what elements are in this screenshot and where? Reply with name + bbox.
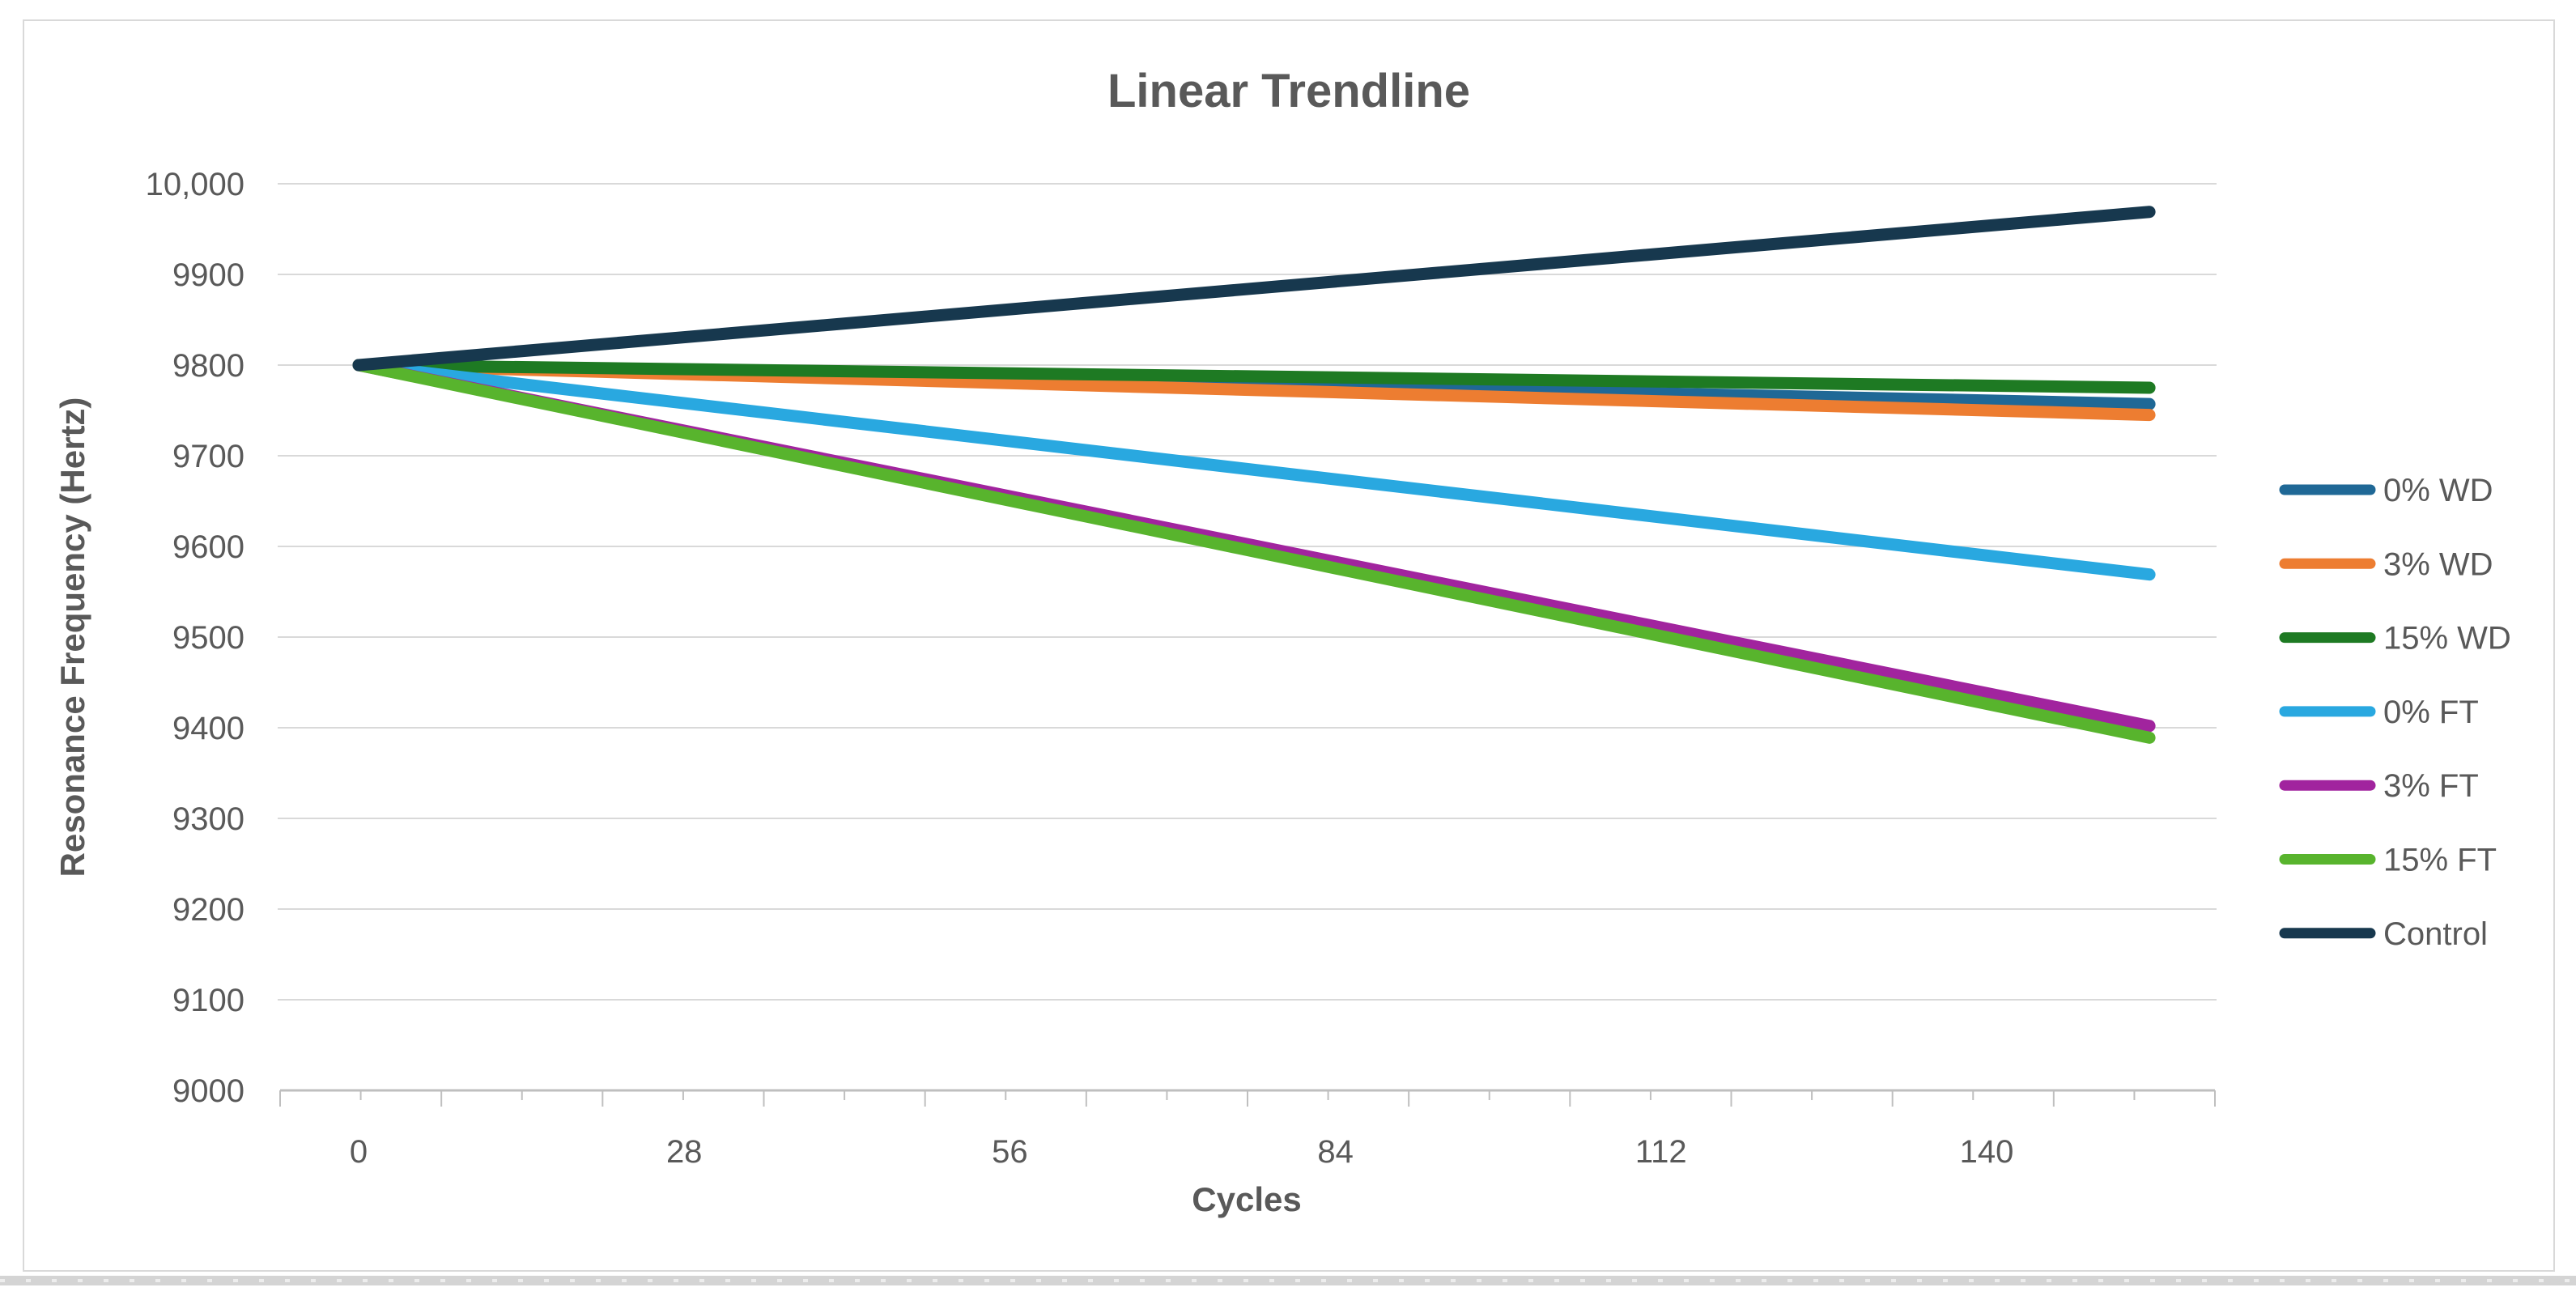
y-tick-label-9000: 9000 — [172, 1073, 244, 1109]
y-tick-label-9300: 9300 — [172, 801, 244, 837]
legend-label-3pct-ft: 3% FT — [2383, 768, 2479, 804]
series-line-0pct-ft — [352, 359, 2156, 581]
legend-item-3pct-ft: 3% FT — [2279, 768, 2479, 804]
series-line-control — [352, 206, 2156, 372]
bottom-edge-band-rect — [0, 1276, 2576, 1285]
chart-title: Linear Trendline — [1107, 65, 1470, 117]
legend-label-15pct-wd: 15% WD — [2383, 621, 2511, 656]
y-tick-label-10000: 10,000 — [146, 167, 244, 202]
legend-label-3pct-wd: 3% WD — [2383, 546, 2493, 582]
legend-item-3pct-wd: 3% WD — [2279, 546, 2493, 582]
gridlines-group — [278, 183, 2217, 1001]
legend-label-15pct-ft: 15% FT — [2383, 843, 2497, 878]
y-tick-label-9400: 9400 — [172, 711, 244, 746]
bottom-edge-band — [0, 1276, 2576, 1285]
legend-label-0pct-ft: 0% FT — [2383, 695, 2479, 730]
series-lines-group — [352, 206, 2156, 744]
x-axis — [279, 1089, 2216, 1107]
legend: 0% WD 3% WD 15% WD 0% FT 3% FT 15% FT Control — [2279, 473, 2511, 952]
legend-label-control: Control — [2383, 916, 2488, 952]
x-tick-label-112: 112 — [1635, 1134, 1687, 1170]
legend-item-15pct-wd: 15% WD — [2279, 621, 2511, 656]
y-tick-label-9100: 9100 — [172, 983, 244, 1018]
legend-item-0pct-ft: 0% FT — [2279, 695, 2479, 730]
y-tick-label-9900: 9900 — [172, 257, 244, 293]
series-line-15pct-wd — [352, 359, 2156, 394]
y-tick-label-9700: 9700 — [172, 439, 244, 474]
x-tick-label-140: 140 — [1960, 1134, 2014, 1170]
legend-item-15pct-ft: 15% FT — [2279, 843, 2497, 878]
x-tick-label-56: 56 — [992, 1134, 1028, 1170]
series-line-15pct-ft — [352, 359, 2156, 744]
x-axis-tick-labels: 0 28 56 84 112 140 — [350, 1134, 2014, 1170]
y-tick-label-9200: 9200 — [172, 892, 244, 928]
y-axis-title: Resonance Frequency (Hertz) — [53, 397, 91, 877]
x-axis-title: Cycles — [1192, 1180, 1301, 1218]
legend-label-0pct-wd: 0% WD — [2383, 473, 2493, 508]
x-tick-label-0: 0 — [350, 1134, 368, 1170]
x-tick-label-28: 28 — [666, 1134, 703, 1170]
legend-item-control: Control — [2279, 916, 2488, 952]
y-axis-tick-labels: 9000 9100 9200 9300 9400 9500 9600 9700 9800 9900… — [146, 167, 244, 1109]
y-tick-label-9500: 9500 — [172, 620, 244, 656]
y-tick-label-9800: 9800 — [172, 348, 244, 384]
legend-item-0pct-wd: 0% WD — [2279, 473, 2493, 508]
chart-border — [23, 19, 2555, 1272]
x-tick-label-84: 84 — [1317, 1134, 1354, 1170]
y-tick-label-9600: 9600 — [172, 529, 244, 565]
